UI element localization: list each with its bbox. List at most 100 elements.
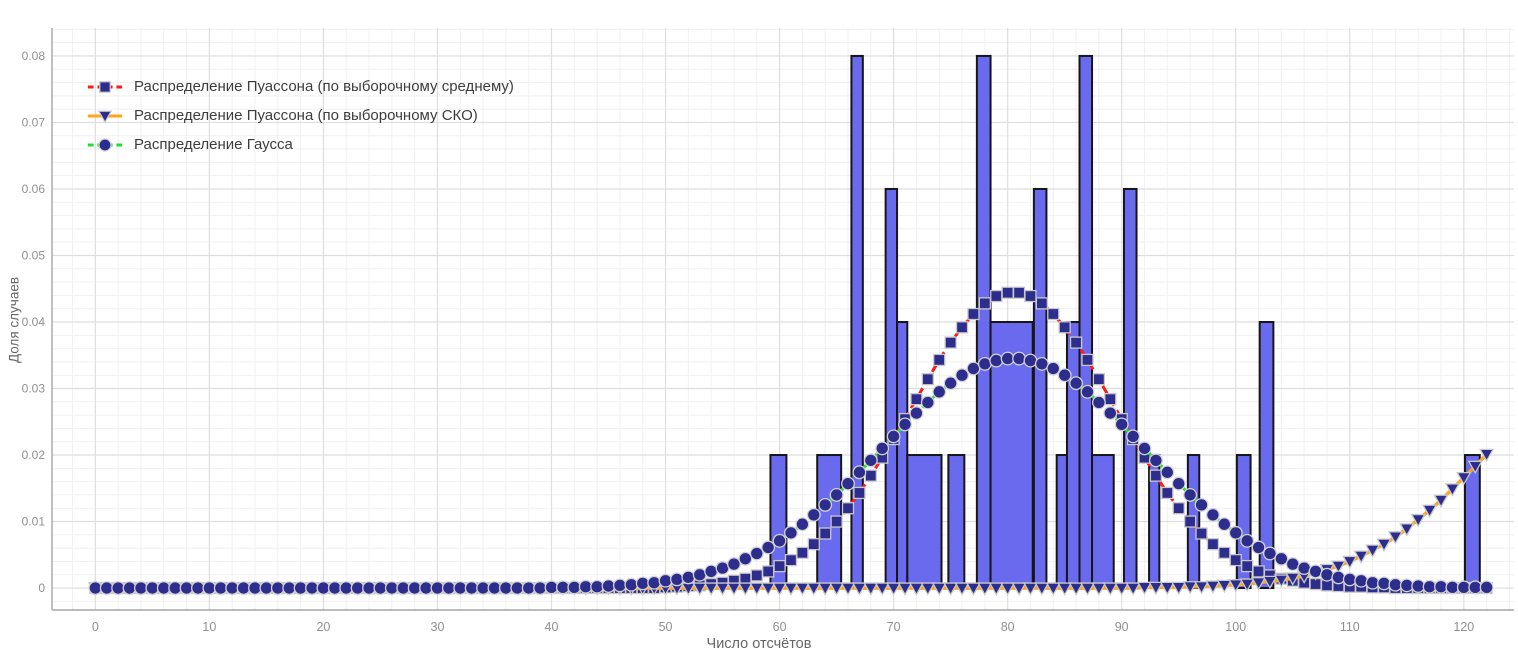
x-tick-labels: 0 10 20 30 40 50 60 70 80 90 100 110 120 bbox=[92, 620, 1474, 634]
circle-marker bbox=[122, 581, 137, 596]
circle-marker bbox=[487, 581, 502, 596]
square-marker bbox=[773, 559, 786, 573]
circle-marker bbox=[1228, 525, 1243, 540]
x-tick-label: 110 bbox=[1340, 620, 1360, 634]
legend-label: Распределение Пуассона (по выборочному с… bbox=[134, 78, 514, 95]
circle-marker bbox=[909, 406, 924, 421]
circle-marker bbox=[282, 581, 297, 596]
circle-marker bbox=[316, 581, 331, 596]
square-marker bbox=[1172, 502, 1185, 515]
circle-marker bbox=[1308, 564, 1323, 579]
triangle-down-marker bbox=[1364, 544, 1381, 558]
triangle-down-marker bbox=[965, 582, 982, 596]
circle-marker bbox=[453, 581, 468, 596]
triangle-down-marker bbox=[1216, 579, 1232, 594]
legend-item-gauss[interactable]: Распределение Гаусса bbox=[86, 130, 514, 159]
circle-marker bbox=[350, 581, 365, 596]
triangle-down-marker bbox=[1091, 582, 1107, 596]
triangle-down-marker bbox=[806, 582, 822, 596]
circle-marker bbox=[88, 581, 103, 596]
circle-marker bbox=[476, 581, 491, 596]
circle-marker bbox=[1320, 567, 1334, 582]
circle-marker bbox=[1445, 580, 1460, 595]
square-marker bbox=[841, 502, 855, 515]
square-marker bbox=[1149, 469, 1163, 482]
y-tick-label: 0.02 bbox=[22, 448, 46, 462]
circle-marker bbox=[1171, 476, 1186, 491]
circle-marker bbox=[99, 581, 114, 596]
circle-marker bbox=[624, 577, 639, 592]
triangle-down-marker bbox=[1399, 523, 1415, 537]
circle-marker bbox=[601, 579, 616, 594]
triangle-down-marker bbox=[1285, 572, 1301, 586]
circle-marker bbox=[339, 581, 354, 596]
triangle-down-marker bbox=[760, 582, 776, 596]
square-marker bbox=[1229, 553, 1242, 567]
square-marker bbox=[944, 336, 957, 349]
square-marker bbox=[1012, 286, 1026, 299]
x-tick-label: 90 bbox=[1115, 620, 1129, 634]
circle-marker bbox=[669, 572, 684, 587]
square-marker bbox=[1001, 286, 1014, 299]
circle-marker bbox=[362, 581, 376, 596]
circle-marker bbox=[419, 581, 434, 596]
circle-marker bbox=[761, 540, 776, 555]
y-tick-label: 0.04 bbox=[22, 315, 46, 329]
triangle-down-marker bbox=[1068, 582, 1084, 596]
legend-label: Распределение Пуассона (по выборочному С… bbox=[134, 107, 478, 124]
legend-swatch-circle-green-dash bbox=[87, 137, 123, 152]
square-marker bbox=[1024, 289, 1037, 303]
triangle-down-marker bbox=[863, 582, 879, 596]
legend-swatch-square-red-dash bbox=[87, 80, 123, 93]
circle-marker bbox=[521, 581, 536, 596]
circle-marker bbox=[795, 517, 810, 532]
triangle-down-marker bbox=[1136, 581, 1153, 596]
circle-marker bbox=[863, 453, 878, 468]
circle-marker bbox=[555, 580, 570, 595]
circle-marker bbox=[441, 581, 456, 596]
circle-marker bbox=[544, 580, 559, 595]
triangle-down-marker bbox=[1330, 560, 1346, 574]
y-axis-title: Доля случаев bbox=[6, 276, 22, 364]
circle-marker bbox=[1297, 561, 1312, 576]
square-marker bbox=[1195, 527, 1208, 540]
triangle-down-marker bbox=[851, 582, 868, 596]
triangle-down-marker bbox=[737, 582, 753, 596]
legend-item-poisson-mean[interactable]: Распределение Пуассона (по выборочному с… bbox=[86, 72, 514, 101]
square-marker bbox=[1218, 546, 1231, 559]
triangle-down-marker bbox=[886, 582, 902, 596]
triangle-down-marker bbox=[954, 582, 970, 596]
x-tick-label: 50 bbox=[659, 620, 673, 634]
circle-marker bbox=[590, 579, 605, 594]
triangle-down-marker bbox=[749, 582, 765, 596]
circle-marker bbox=[248, 581, 262, 596]
square-marker bbox=[796, 546, 809, 559]
square-marker bbox=[819, 527, 832, 540]
triangle-down-marker bbox=[1353, 550, 1369, 564]
y-tick-label: 0.03 bbox=[22, 382, 46, 396]
circle-marker bbox=[533, 581, 548, 596]
circle-marker bbox=[236, 581, 251, 596]
triangle-down-marker bbox=[1022, 582, 1039, 596]
triangle-down-marker bbox=[1410, 513, 1426, 528]
circle-marker bbox=[430, 581, 445, 596]
square-marker bbox=[1047, 307, 1060, 321]
circle-marker bbox=[1046, 361, 1061, 376]
histogram-bar bbox=[975, 54, 992, 590]
circle-marker bbox=[1456, 580, 1471, 595]
circle-marker bbox=[1000, 351, 1015, 366]
triangle-down-marker bbox=[1193, 581, 1210, 595]
circle-marker bbox=[989, 353, 1004, 368]
square-marker bbox=[921, 373, 934, 386]
circle-marker bbox=[1285, 557, 1300, 572]
triangle-down-marker bbox=[794, 582, 811, 596]
square-marker bbox=[1183, 515, 1197, 528]
circle-marker bbox=[1205, 507, 1220, 522]
triangle-down-marker bbox=[1000, 582, 1016, 596]
circle-marker bbox=[1388, 577, 1403, 592]
histogram-bar bbox=[1055, 454, 1068, 590]
circle-marker bbox=[145, 581, 160, 596]
triangle-down-marker bbox=[1467, 460, 1483, 475]
circle-marker bbox=[1114, 417, 1129, 432]
legend-item-poisson-sko[interactable]: Распределение Пуассона (по выборочному С… bbox=[86, 101, 514, 130]
